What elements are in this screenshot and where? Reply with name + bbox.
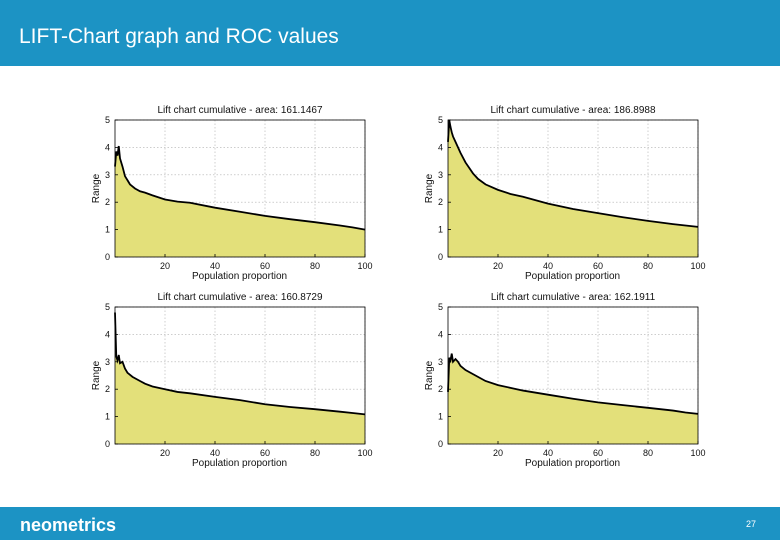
y-tick-label: 4 [438, 142, 443, 152]
lift-curve-line [447, 353, 699, 415]
x-tick-label: 80 [310, 261, 320, 271]
y-tick-label: 2 [105, 384, 110, 394]
y-tick-label: 1 [438, 225, 443, 235]
y-tick-label: 1 [438, 412, 443, 422]
chart-svg: 20 40 60 80 100 0 1 2 3 4 5 [438, 115, 706, 271]
y-axis-label: Range [91, 173, 103, 203]
x-tick-label: 40 [543, 261, 553, 271]
chart-svg: 20 40 60 80 100 0 1 2 3 4 5 [105, 115, 373, 271]
y-tick-label: 0 [105, 252, 110, 262]
x-tick-label: 80 [643, 448, 653, 458]
plot-frame [114, 119, 366, 258]
lift-area-fill [115, 312, 365, 444]
y-tick-label: 2 [438, 197, 443, 207]
x-axis-label: Population proportion [192, 271, 288, 282]
y-tick-label: 2 [438, 384, 443, 394]
x-tick-label: 40 [543, 448, 553, 458]
y-tick-label: 5 [438, 302, 443, 312]
x-tick-label: 20 [493, 261, 503, 271]
x-tick-label: 100 [357, 448, 372, 458]
lift-chart-bottom-left: Lift chart cumulative - area: 160.8729 20… [80, 287, 420, 487]
y-axis-label: Range [424, 360, 436, 390]
x-axis-label: Population proportion [525, 271, 621, 282]
lift-chart-bottom-right: Lift chart cumulative - area: 162.1911 20… [413, 287, 753, 487]
chart-title: Lift chart cumulative - area: 161.1467 [157, 105, 323, 116]
y-tick-label: 2 [105, 197, 110, 207]
y-tick-label: 0 [438, 252, 443, 262]
x-axis-label: Population proportion [192, 458, 288, 469]
y-tick-label: 3 [438, 357, 443, 367]
x-tick-label: 80 [643, 261, 653, 271]
lift-curve-line [114, 312, 366, 416]
y-tick-label: 1 [105, 412, 110, 422]
brand-logo-text: neometrics [20, 515, 117, 535]
lift-area-fill [448, 120, 698, 257]
y-tick-label: 3 [105, 357, 110, 367]
y-tick-label: 4 [105, 142, 110, 152]
footer-bar: neometrics 27 [0, 507, 780, 540]
chart-svg: 20 40 60 80 100 0 1 2 3 4 5 [105, 302, 373, 458]
y-axis-label: Range [91, 360, 103, 390]
x-tick-label: 100 [690, 261, 705, 271]
lift-area-fill [115, 146, 365, 257]
y-tick-label: 0 [438, 439, 443, 449]
y-tick-label: 0 [105, 439, 110, 449]
page-title: LIFT-Chart graph and ROC values [19, 25, 339, 48]
x-tick-label: 20 [493, 448, 503, 458]
y-tick-label: 4 [438, 329, 443, 339]
header-bar: LIFT-Chart graph and ROC values [0, 0, 780, 66]
y-tick-label: 1 [105, 225, 110, 235]
x-tick-label: 100 [690, 448, 705, 458]
y-axis-label: Range [424, 173, 436, 203]
chart-svg: 20 40 60 80 100 0 1 2 3 4 5 [438, 302, 706, 458]
x-tick-label: 40 [210, 261, 220, 271]
x-tick-label: 60 [260, 448, 270, 458]
y-tick-label: 5 [438, 115, 443, 125]
chart-title: Lift chart cumulative - area: 162.1911 [490, 292, 656, 303]
chart-title: Lift chart cumulative - area: 186.8988 [490, 105, 656, 116]
chart-title: Lift chart cumulative - area: 160.8729 [157, 292, 323, 303]
plot-frame [447, 306, 699, 445]
x-tick-label: 20 [160, 448, 170, 458]
plot-frame [447, 119, 699, 258]
x-tick-label: 40 [210, 448, 220, 458]
y-tick-label: 5 [105, 115, 110, 125]
y-tick-label: 3 [438, 170, 443, 180]
plot-frame [114, 306, 366, 445]
x-tick-label: 60 [593, 448, 603, 458]
x-tick-label: 80 [310, 448, 320, 458]
x-tick-label: 60 [260, 261, 270, 271]
lift-chart-top-right: Lift chart cumulative - area: 186.8988 20… [413, 100, 753, 300]
page-number: 27 [745, 519, 756, 529]
lift-chart-top-left: Lift chart cumulative - area: 161.1467 20… [80, 100, 420, 300]
x-axis-label: Population proportion [525, 458, 621, 469]
x-tick-label: 60 [593, 261, 603, 271]
y-tick-label: 5 [105, 302, 110, 312]
lift-curve-line [114, 145, 366, 231]
y-tick-label: 3 [105, 170, 110, 180]
y-tick-label: 4 [105, 329, 110, 339]
lift-curve-line [447, 119, 699, 228]
x-tick-label: 100 [357, 261, 372, 271]
x-tick-label: 20 [160, 261, 170, 271]
